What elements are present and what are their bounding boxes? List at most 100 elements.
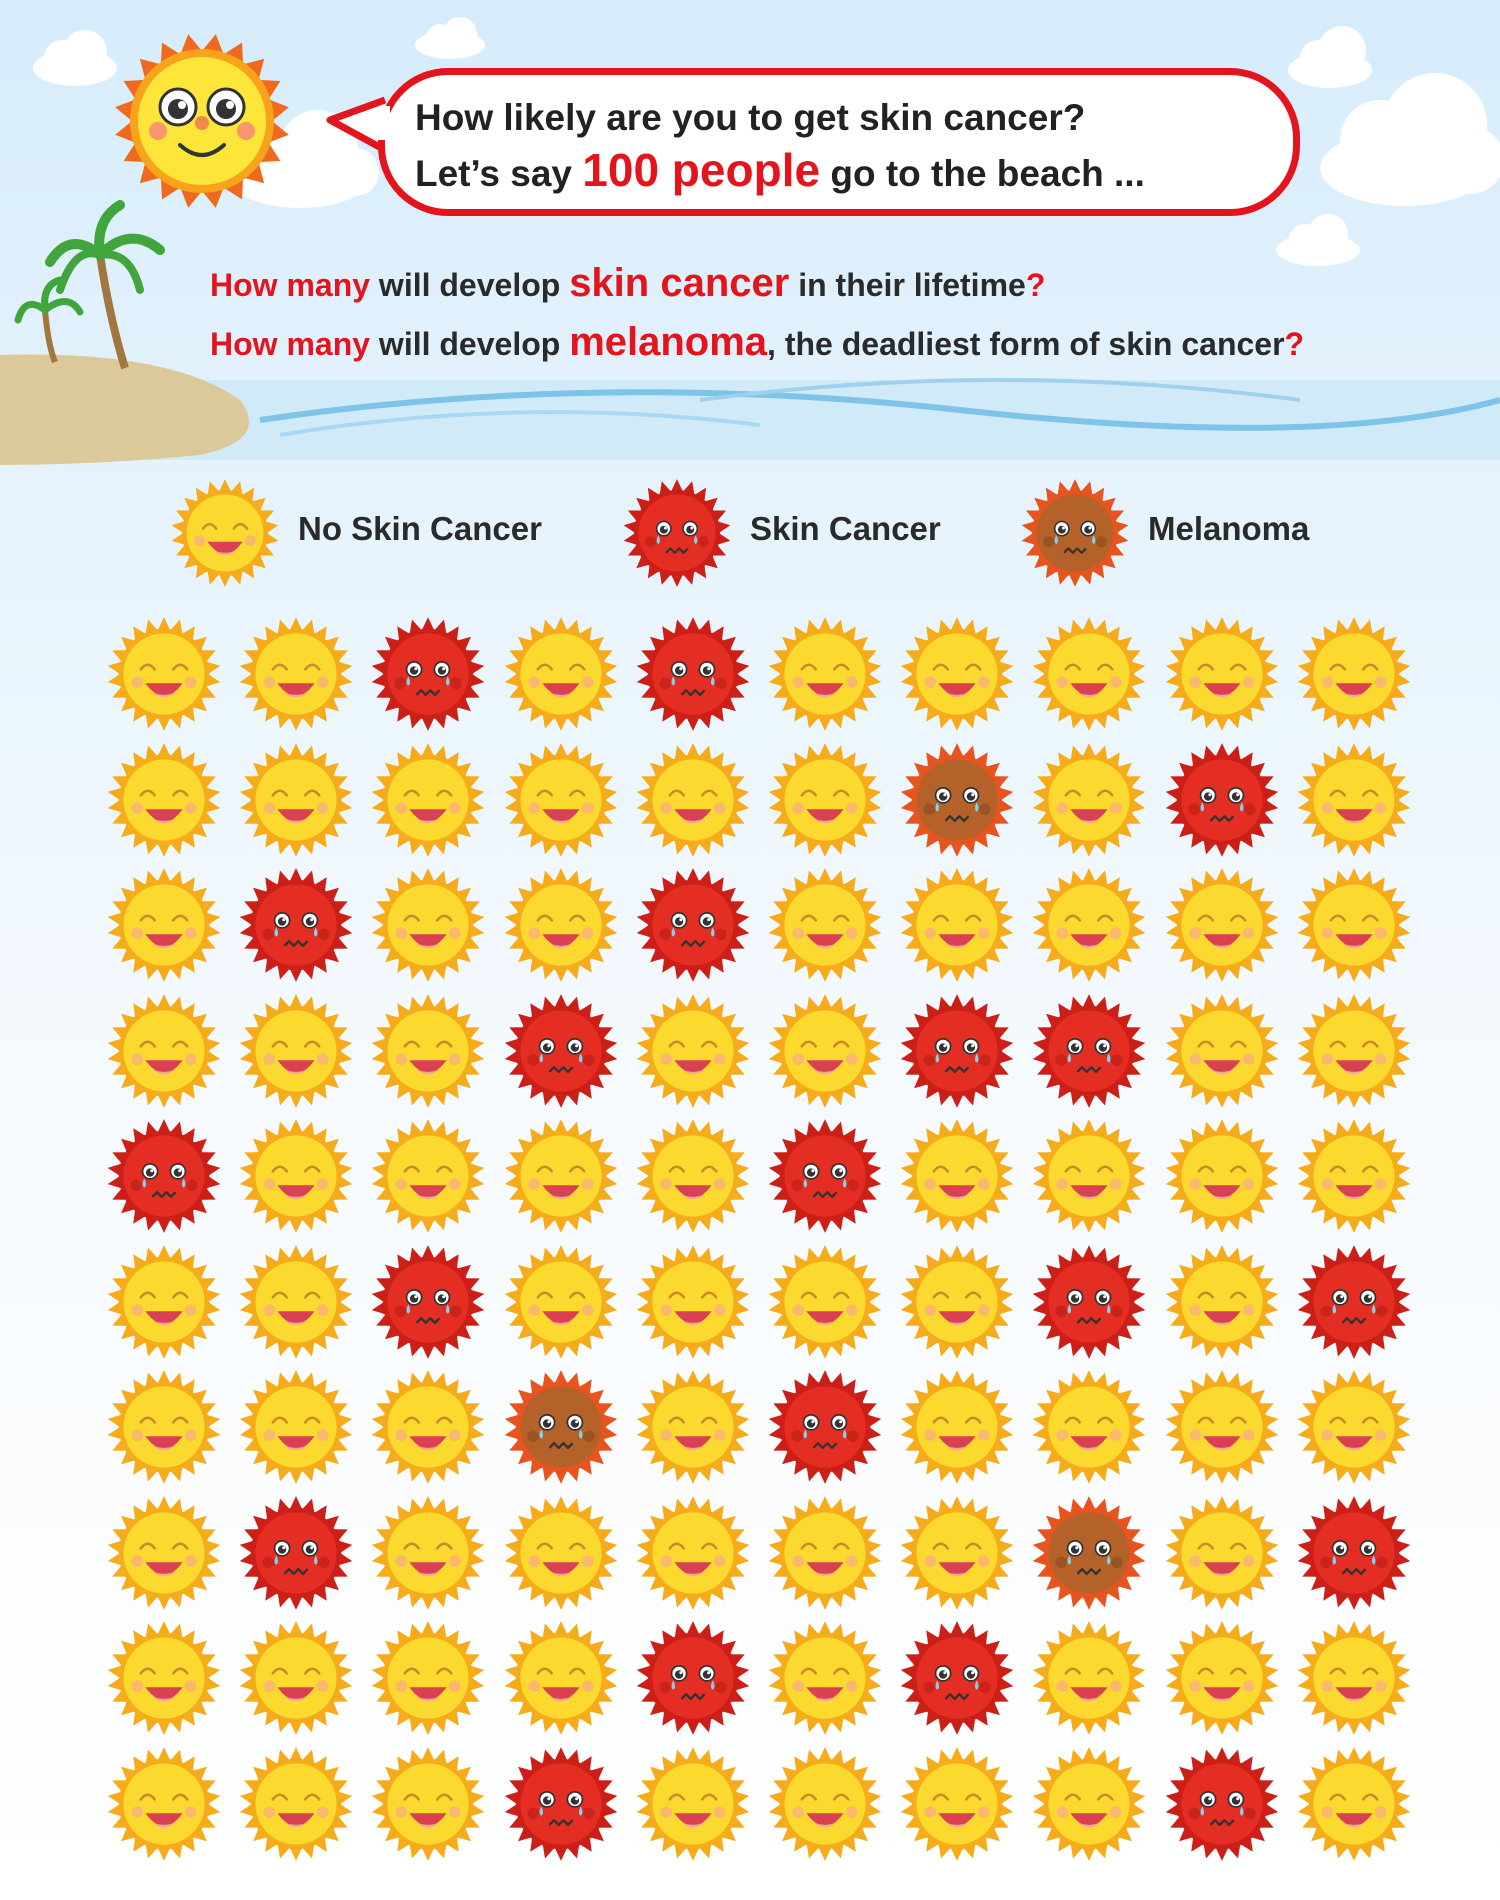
question-1: How many will develop skin cancer in the… — [210, 255, 1304, 314]
sad-red-sun-icon — [503, 1746, 619, 1862]
happy-sun-icon — [899, 1495, 1015, 1611]
happy-sun-icon — [370, 1369, 486, 1485]
happy-sun-icon — [1031, 867, 1147, 983]
sad-red-sun-icon — [1296, 1495, 1412, 1611]
sad-brown-sun-icon — [1021, 479, 1129, 587]
sad-red-sun-icon — [370, 1244, 486, 1360]
headline: How likely are you to get skin cancer? L… — [415, 92, 1145, 200]
happy-sun-icon — [503, 867, 619, 983]
happy-sun-icon — [1164, 1620, 1280, 1736]
question-mark: ? — [1025, 267, 1046, 303]
happy-sun-icon — [106, 867, 222, 983]
happy-sun-icon — [370, 867, 486, 983]
happy-sun-icon — [106, 1620, 222, 1736]
happy-sun-icon — [1164, 867, 1280, 983]
happy-sun-icon — [635, 742, 751, 858]
sad-red-sun-icon — [635, 1620, 751, 1736]
legend-label: Skin Cancer — [750, 510, 941, 547]
happy-sun-icon — [767, 616, 883, 732]
sad-red-sun-icon — [238, 1495, 354, 1611]
question-2: How many will develop melanoma, the dead… — [210, 314, 1304, 373]
happy-sun-icon — [238, 1244, 354, 1360]
happy-sun-icon — [106, 742, 222, 858]
happy-sun-icon — [106, 1369, 222, 1485]
headline-text: go to the beach ... — [820, 153, 1145, 194]
headline-text: Let’s say — [415, 153, 583, 194]
happy-sun-icon — [767, 993, 883, 1109]
cloud-icon — [1288, 26, 1372, 88]
happy-sun-icon — [899, 616, 1015, 732]
sad-red-sun-icon — [635, 867, 751, 983]
happy-sun-icon — [1296, 1746, 1412, 1862]
happy-sun-icon — [106, 1244, 222, 1360]
happy-sun-icon — [1296, 1369, 1412, 1485]
palm-tree-icon — [14, 276, 84, 364]
cloud-icon — [33, 30, 117, 86]
happy-sun-icon — [503, 1118, 619, 1234]
question-emphasis: skin cancer — [569, 261, 790, 305]
sad-brown-sun-icon — [899, 742, 1015, 858]
sad-red-sun-icon — [1164, 1746, 1280, 1862]
palm-tree-icon — [45, 200, 165, 370]
sad-red-sun-icon — [899, 1620, 1015, 1736]
happy-sun-icon — [899, 867, 1015, 983]
happy-sun-icon — [238, 1369, 354, 1485]
sad-red-sun-icon — [623, 479, 731, 587]
sad-red-sun-icon — [1031, 993, 1147, 1109]
happy-sun-icon — [1164, 993, 1280, 1109]
happy-sun-icon — [370, 1746, 486, 1862]
happy-sun-icon — [1296, 1118, 1412, 1234]
happy-sun-icon — [767, 1495, 883, 1611]
speech-bubble — [378, 68, 1300, 216]
sad-red-sun-icon — [503, 993, 619, 1109]
happy-sun-icon — [503, 1244, 619, 1360]
sad-brown-sun-icon — [503, 1369, 619, 1485]
happy-sun-icon — [238, 1746, 354, 1862]
question-emphasis: melanoma — [569, 320, 768, 364]
sad-red-sun-icon — [1164, 742, 1280, 858]
happy-sun-icon — [767, 1244, 883, 1360]
happy-sun-icon — [1164, 1118, 1280, 1234]
happy-sun-icon — [1031, 1369, 1147, 1485]
happy-sun-icon — [1031, 616, 1147, 732]
happy-sun-icon — [1296, 867, 1412, 983]
question-text: will develop — [370, 267, 570, 303]
legend-label: No Skin Cancer — [298, 510, 542, 547]
happy-sun-icon — [238, 993, 354, 1109]
sad-red-sun-icon — [370, 616, 486, 732]
happy-sun-icon — [1031, 1620, 1147, 1736]
question-lead: How many — [210, 326, 371, 362]
happy-sun-icon — [1164, 1369, 1280, 1485]
sad-red-sun-icon — [1296, 1244, 1412, 1360]
happy-sun-icon — [767, 867, 883, 983]
headline-line-1: How likely are you to get skin cancer? — [415, 97, 1086, 138]
happy-sun-icon — [767, 742, 883, 858]
bubble-tail-cover — [378, 106, 390, 140]
happy-sun-icon — [238, 616, 354, 732]
happy-sun-icon — [238, 1620, 354, 1736]
cloud-icon — [1276, 214, 1360, 266]
happy-sun-icon — [635, 1118, 751, 1234]
happy-sun-icon — [1164, 1495, 1280, 1611]
happy-sun-icon — [635, 1746, 751, 1862]
sad-red-sun-icon — [767, 1369, 883, 1485]
happy-sun-icon — [106, 1746, 222, 1862]
happy-sun-icon — [635, 1369, 751, 1485]
sand-island — [0, 354, 249, 465]
legend-label: Melanoma — [1148, 510, 1310, 547]
sad-red-sun-icon — [238, 867, 354, 983]
happy-sun-icon — [635, 1244, 751, 1360]
happy-sun-icon — [370, 1620, 486, 1736]
happy-sun-icon — [106, 1495, 222, 1611]
happy-sun-icon — [635, 993, 751, 1109]
cloud-icon — [1320, 73, 1500, 206]
happy-sun-icon — [635, 1495, 751, 1611]
sad-red-sun-icon — [899, 993, 1015, 1109]
cloud-icon — [415, 17, 485, 59]
legend: No Skin Cancer Skin Cancer Melanoma — [170, 478, 1370, 588]
sad-red-sun-icon — [106, 1118, 222, 1234]
happy-sun-icon — [1031, 1118, 1147, 1234]
happy-sun-icon — [370, 1495, 486, 1611]
